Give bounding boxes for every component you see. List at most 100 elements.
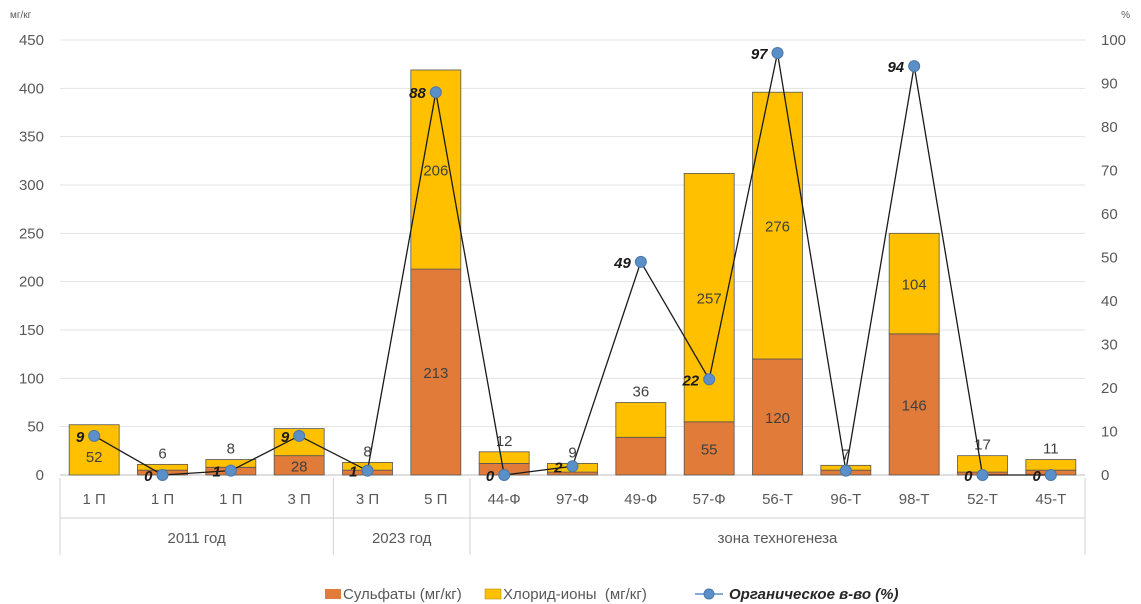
left-tick-label: 250 bbox=[19, 225, 44, 242]
data-label-organic: 0 bbox=[1032, 468, 1041, 485]
data-label-chlorides: 206 bbox=[423, 163, 448, 180]
bar-sulfates bbox=[410, 268, 462, 476]
bar-sulfates bbox=[752, 358, 803, 476]
left-tick-label: 450 bbox=[19, 32, 44, 49]
x-tick-label: 49-Ф bbox=[624, 491, 657, 508]
x-tick-label: 1 П bbox=[219, 491, 242, 508]
legend-label-organic: Органическое в-во (%) bbox=[729, 586, 899, 603]
bar-chlorides bbox=[752, 91, 803, 360]
right-tick-label: 60 bbox=[1101, 206, 1118, 223]
data-label-organic: 2 bbox=[553, 459, 563, 476]
legend-swatch-chlorides bbox=[484, 588, 502, 600]
data-label-chlorides: 276 bbox=[765, 219, 790, 236]
data-label-organic: 0 bbox=[964, 468, 973, 485]
organic-point bbox=[703, 373, 716, 386]
x-tick-label: 1 П bbox=[151, 491, 174, 508]
x-tick-label: 96-Т bbox=[830, 491, 861, 508]
x-tick-label: 3 П bbox=[288, 491, 311, 508]
right-tick-label: 10 bbox=[1101, 424, 1118, 441]
bar-chlorides bbox=[478, 451, 530, 464]
data-label-organic: 88 bbox=[409, 85, 426, 102]
organic-point bbox=[839, 464, 852, 477]
data-label-chlorides: 104 bbox=[902, 277, 927, 294]
right-tick-label: 0 bbox=[1101, 467, 1109, 484]
gridlines bbox=[60, 39, 1085, 476]
x-tick-label: 1 П bbox=[83, 491, 106, 508]
bar-sulfates bbox=[615, 436, 667, 476]
data-label-sulfates: 120 bbox=[765, 410, 790, 427]
legend: Сульфаты (мг/кг) Хлорид-ионы (мг/кг) Орг… bbox=[325, 586, 899, 603]
data-label-organic: 97 bbox=[751, 46, 768, 63]
data-label-organic: 1 bbox=[349, 464, 357, 481]
data-label-sulfates: 28 bbox=[291, 458, 308, 475]
data-label-chlorides: 12 bbox=[496, 433, 513, 450]
organic-point bbox=[771, 47, 784, 60]
data-label-organic: 22 bbox=[681, 372, 699, 389]
x-group-label: 2023 год bbox=[372, 530, 432, 547]
left-tick-label: 150 bbox=[19, 322, 44, 339]
organic-point bbox=[88, 429, 101, 442]
data-label-organic: 0 bbox=[144, 468, 153, 485]
x-axis: 1 П 1 П 1 П 3 П 3 П 5 П 44-Ф 97-Ф 49-Ф 57-Ф 56-Т 96… bbox=[59, 478, 1086, 555]
right-tick-label: 100 bbox=[1101, 32, 1126, 49]
bar-chlorides bbox=[410, 69, 462, 270]
data-label-chlorides: 257 bbox=[697, 291, 722, 308]
organic-point bbox=[156, 469, 169, 481]
organic-point bbox=[224, 464, 237, 477]
x-group-label: зона техногенеза bbox=[718, 530, 838, 547]
left-tick-label: 400 bbox=[19, 80, 44, 97]
right-tick-label: 20 bbox=[1101, 380, 1118, 397]
x-tick-label: 44-Ф bbox=[488, 491, 521, 508]
organic-point bbox=[634, 255, 647, 268]
left-tick-label: 100 bbox=[19, 370, 44, 387]
legend-marker-organic bbox=[703, 588, 715, 600]
left-axis: мг/кг 0 50 100 150 200 250 300 350 400 450 bbox=[10, 10, 44, 484]
right-tick-label: 40 bbox=[1101, 293, 1118, 310]
data-label-organic: 9 bbox=[76, 429, 85, 446]
right-axis: % 0 10 20 30 40 50 60 70 80 90 100 bbox=[1101, 10, 1130, 484]
organic-point bbox=[293, 429, 306, 442]
data-label-organic: 1 bbox=[212, 464, 220, 481]
x-tick-label: 3 П bbox=[356, 491, 379, 508]
organic-point bbox=[566, 460, 579, 473]
organic-point bbox=[498, 469, 511, 481]
bar-chlorides bbox=[888, 232, 940, 335]
bar-sulfates bbox=[888, 333, 940, 476]
x-tick-label: 56-Т bbox=[762, 491, 793, 508]
data-label-chlorides: 11 bbox=[1043, 441, 1059, 458]
data-label-organic: 0 bbox=[486, 468, 495, 485]
legend-swatch-sulfates bbox=[325, 589, 341, 599]
x-tick-label: 45-Т bbox=[1035, 491, 1066, 508]
right-tick-label: 80 bbox=[1101, 119, 1118, 136]
organic-point bbox=[1044, 469, 1057, 481]
data-label-chlorides: 6 bbox=[158, 445, 166, 462]
x-tick-label: 97-Ф bbox=[556, 491, 589, 508]
left-tick-label: 50 bbox=[27, 419, 44, 436]
data-label-organic: 49 bbox=[613, 255, 631, 272]
left-tick-label: 0 bbox=[36, 467, 44, 484]
x-tick-label: 57-Ф bbox=[693, 491, 726, 508]
data-label-chlorides: 9 bbox=[568, 444, 576, 461]
data-label-chlorides: 8 bbox=[363, 443, 371, 460]
right-tick-label: 90 bbox=[1101, 76, 1118, 93]
left-tick-label: 300 bbox=[19, 177, 44, 194]
right-tick-label: 30 bbox=[1101, 337, 1118, 354]
data-label-chlorides: 36 bbox=[632, 384, 649, 401]
data-label-organic: 94 bbox=[887, 59, 904, 76]
data-label-organic: 9 bbox=[281, 429, 290, 446]
bar-chlorides bbox=[615, 402, 667, 438]
legend-label-sulfates: Сульфаты (мг/кг) bbox=[343, 586, 462, 603]
data-label-sulfates: 213 bbox=[423, 365, 448, 382]
left-axis-unit: мг/кг bbox=[10, 10, 32, 21]
x-tick-label: 98-Т bbox=[899, 491, 930, 508]
right-tick-label: 50 bbox=[1101, 250, 1118, 267]
left-tick-label: 350 bbox=[19, 129, 44, 146]
right-axis-unit: % bbox=[1121, 10, 1130, 21]
data-label-sulfates: 55 bbox=[701, 441, 718, 458]
data-label-chlorides: 7 bbox=[842, 446, 850, 463]
data-label-chlorides: 8 bbox=[227, 441, 235, 458]
legend-label-chlorides: Хлорид-ионы (мг/кг) bbox=[503, 586, 647, 603]
bar-sulfates bbox=[683, 421, 735, 476]
